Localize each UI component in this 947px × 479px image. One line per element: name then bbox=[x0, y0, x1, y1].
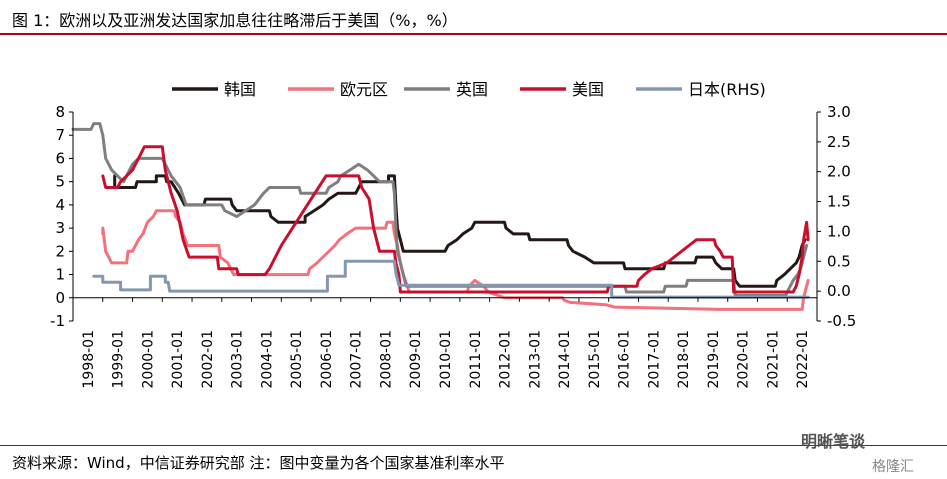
left-tick-label: 6 bbox=[55, 149, 65, 167]
x-tick-label: 2007-01 bbox=[349, 330, 365, 389]
right-tick-label: 0.0 bbox=[827, 282, 851, 300]
x-tick-label: 2016-01 bbox=[617, 330, 633, 389]
x-tick-label: 2005-01 bbox=[289, 330, 305, 389]
x-tick-label: 2021-01 bbox=[765, 330, 781, 389]
x-tick-label: 2009-01 bbox=[408, 330, 424, 389]
left-tick-label: 0 bbox=[55, 289, 65, 307]
x-tick-label: 1999-01 bbox=[111, 330, 127, 389]
right-tick-label: 0.5 bbox=[827, 252, 851, 270]
x-tick-label: 2010-01 bbox=[438, 330, 454, 389]
legend-label: 美国 bbox=[572, 80, 604, 99]
watermark: 明晰笔谈 bbox=[801, 432, 866, 451]
legend-label: 日本(RHS) bbox=[688, 80, 766, 99]
x-tick-label: 2020-01 bbox=[736, 330, 752, 389]
x-tick-label: 2013-01 bbox=[527, 330, 543, 389]
x-tick-label: 2017-01 bbox=[646, 330, 662, 389]
right-tick-label: 2.5 bbox=[827, 133, 851, 151]
x-tick-label: 2014-01 bbox=[557, 330, 573, 389]
watermark-secondary: 格隆汇 bbox=[872, 459, 914, 475]
source-note: 资料来源：Wind，中信证券研究部 注：图中变量为各个国家基准利率水平 bbox=[12, 454, 505, 472]
figure-title: 图 1：欧洲以及亚洲发达国家加息往往略滞后于美国（%，%） bbox=[12, 11, 458, 30]
x-tick-label: 2012-01 bbox=[498, 330, 514, 389]
x-tick-label: 2011-01 bbox=[468, 330, 484, 389]
x-tick-label: 1998-01 bbox=[81, 330, 97, 389]
legend-label: 欧元区 bbox=[340, 80, 388, 99]
right-tick-label: 1.5 bbox=[827, 193, 851, 211]
footer-rule bbox=[0, 445, 947, 446]
series-line bbox=[101, 209, 810, 311]
legend-label: 英国 bbox=[456, 80, 488, 99]
x-tick-label: 2008-01 bbox=[378, 330, 394, 389]
left-tick-label: -1 bbox=[50, 312, 65, 330]
x-tick-label: 2006-01 bbox=[319, 330, 335, 389]
series-line bbox=[92, 259, 810, 299]
right-tick-label: 1.0 bbox=[827, 222, 851, 240]
right-tick-label: 3.0 bbox=[827, 103, 851, 121]
series-line bbox=[101, 145, 810, 294]
x-tick-label: 2019-01 bbox=[706, 330, 722, 389]
left-tick-label: 8 bbox=[55, 103, 65, 121]
legend-label: 韩国 bbox=[224, 80, 256, 99]
x-tick-label: 2018-01 bbox=[676, 330, 692, 389]
right-tick-label: -0.5 bbox=[827, 312, 856, 330]
left-tick-label: 2 bbox=[55, 242, 65, 260]
left-tick-label: 4 bbox=[55, 196, 65, 214]
right-tick-label: 2.0 bbox=[827, 163, 851, 181]
series-line bbox=[113, 174, 807, 288]
left-tick-label: 7 bbox=[55, 126, 65, 144]
x-tick-label: 2001-01 bbox=[170, 330, 186, 389]
x-tick-label: 2002-01 bbox=[200, 330, 216, 389]
left-tick-label: 1 bbox=[55, 266, 65, 284]
x-tick-label: 2000-01 bbox=[140, 330, 156, 389]
x-tick-label: 2022-01 bbox=[795, 330, 811, 389]
x-tick-label: 2015-01 bbox=[587, 330, 603, 389]
series-line bbox=[71, 122, 809, 297]
left-tick-label: 5 bbox=[55, 173, 65, 191]
title-rule bbox=[0, 33, 947, 35]
x-tick-label: 2003-01 bbox=[230, 330, 246, 389]
x-tick-label: 2004-01 bbox=[259, 330, 275, 389]
left-tick-label: 3 bbox=[55, 219, 65, 237]
